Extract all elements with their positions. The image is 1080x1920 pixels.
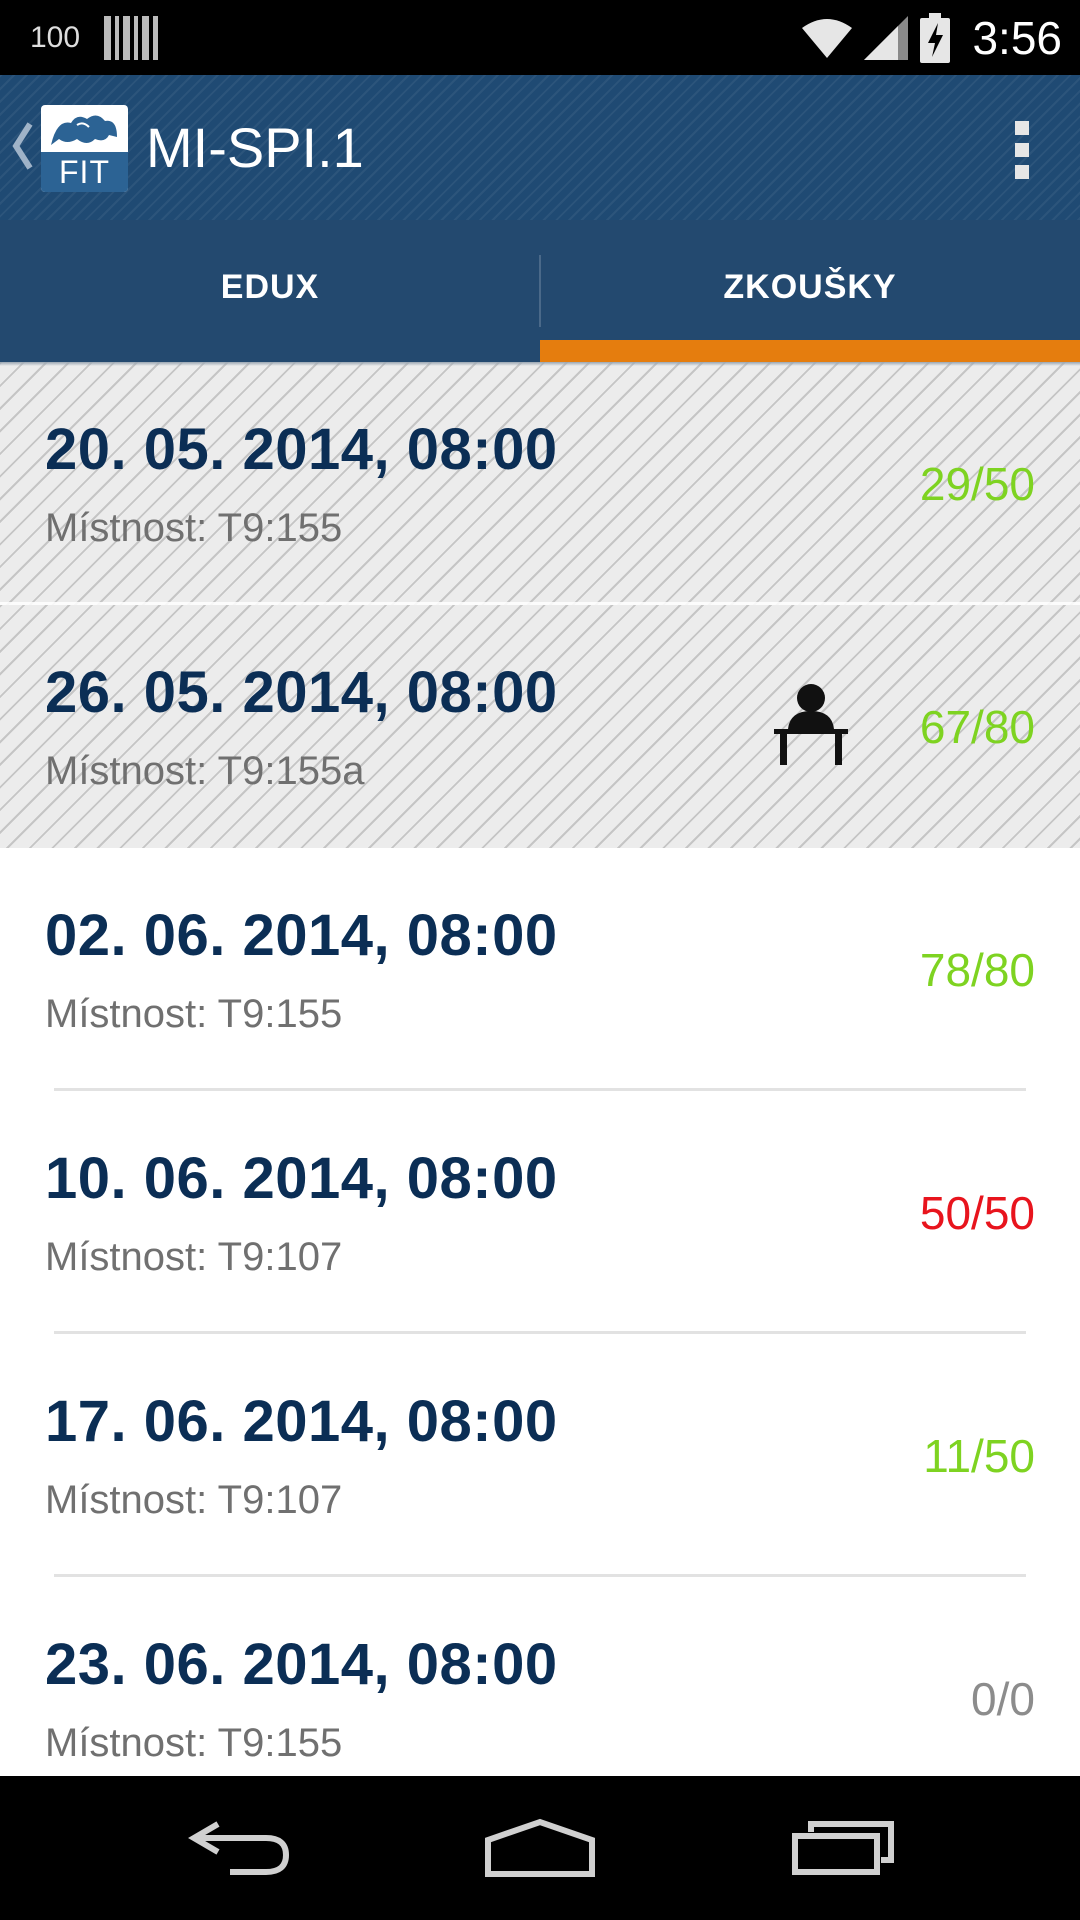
exam-row[interactable]: 02. 06. 2014, 08:00 Místnost: T9:155 78/… (0, 848, 1080, 1091)
recent-apps-button[interactable] (743, 1776, 943, 1920)
exam-capacity: 11/50 (923, 1430, 1035, 1482)
home-button[interactable] (440, 1776, 640, 1920)
back-button[interactable] (140, 1776, 340, 1920)
exam-row[interactable]: 10. 06. 2014, 08:00 Místnost: T9:107 50/… (0, 1091, 1080, 1334)
up-navigation-icon[interactable] (10, 120, 36, 172)
exam-room: Místnost: T9:155 (45, 1721, 343, 1765)
logo-text: FIT (41, 152, 128, 192)
system-nav-bar (0, 1776, 1080, 1920)
tab-label: ZKOUŠKY (723, 267, 897, 306)
exam-room: Místnost: T9:107 (45, 1478, 343, 1522)
recent-apps-icon (792, 1821, 894, 1875)
exam-row[interactable]: 20. 05. 2014, 08:00 Místnost: T9:155 29/… (0, 362, 1080, 605)
student-at-desk-icon (774, 684, 848, 765)
exam-room: Místnost: T9:155a (45, 749, 365, 793)
page-title: MI-SPI.1 (146, 116, 364, 179)
exam-row[interactable]: 17. 06. 2014, 08:00 Místnost: T9:107 11/… (0, 1334, 1080, 1577)
exam-date: 17. 06. 2014, 08:00 (45, 1389, 558, 1454)
battery-charging-icon (920, 12, 951, 63)
tab-bar-shadow (0, 362, 1080, 366)
row-divider (54, 1088, 1026, 1091)
exam-capacity: 29/50 (919, 458, 1035, 510)
battery-percent: 100 (30, 20, 81, 54)
exam-row[interactable]: 23. 06. 2014, 08:00 Místnost: T9:155 0/0 (0, 1577, 1080, 1776)
app-bar: FIT MI-SPI.1 (0, 75, 1080, 220)
app-logo[interactable]: FIT (41, 105, 128, 192)
selected-tab-indicator (540, 340, 1080, 362)
status-bar: 100 3:56 (0, 0, 1080, 75)
back-icon (188, 1821, 290, 1875)
exam-date: 23. 06. 2014, 08:00 (45, 1632, 558, 1697)
tab-divider (539, 255, 541, 327)
exam-list: 20. 05. 2014, 08:00 Místnost: T9:155 29/… (0, 362, 1080, 1776)
row-divider (54, 1331, 1026, 1334)
exam-date: 26. 05. 2014, 08:00 (45, 660, 558, 725)
cell-signal-icon (864, 15, 909, 60)
exam-capacity: 67/80 (919, 701, 1035, 753)
exam-capacity: 78/80 (919, 944, 1035, 996)
tab-bar: EDUX ZKOUŠKY (0, 220, 1080, 362)
exam-room: Místnost: T9:107 (45, 1235, 343, 1279)
tab-label: EDUX (220, 267, 320, 306)
exam-date: 10. 06. 2014, 08:00 (45, 1146, 558, 1211)
home-icon (485, 1818, 595, 1877)
barcode-icon (104, 15, 159, 60)
exam-date: 20. 05. 2014, 08:00 (45, 417, 558, 482)
exam-room: Místnost: T9:155 (45, 992, 343, 1036)
exam-capacity: 50/50 (919, 1187, 1035, 1239)
row-divider (0, 602, 1080, 605)
tab-zkousky[interactable]: ZKOUŠKY (540, 220, 1080, 362)
exam-capacity: 0/0 (971, 1673, 1035, 1725)
tab-edux[interactable]: EDUX (0, 220, 540, 362)
exam-row[interactable]: 26. 05. 2014, 08:00 Místnost: T9:155a 67… (0, 605, 1080, 848)
overflow-menu-icon[interactable] (1002, 117, 1042, 183)
exam-room: Místnost: T9:155 (45, 506, 343, 550)
wifi-icon (802, 18, 853, 58)
clock: 3:56 (972, 11, 1062, 64)
exam-date: 02. 06. 2014, 08:00 (45, 903, 558, 968)
row-divider (54, 1574, 1026, 1577)
lion-emblem-icon (51, 115, 117, 145)
